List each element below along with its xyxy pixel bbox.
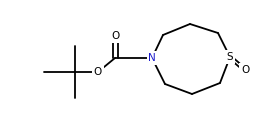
Text: O: O [111,31,119,41]
Text: O: O [241,65,249,75]
Text: N: N [148,53,156,63]
Text: S: S [227,52,233,62]
Text: O: O [94,67,102,77]
